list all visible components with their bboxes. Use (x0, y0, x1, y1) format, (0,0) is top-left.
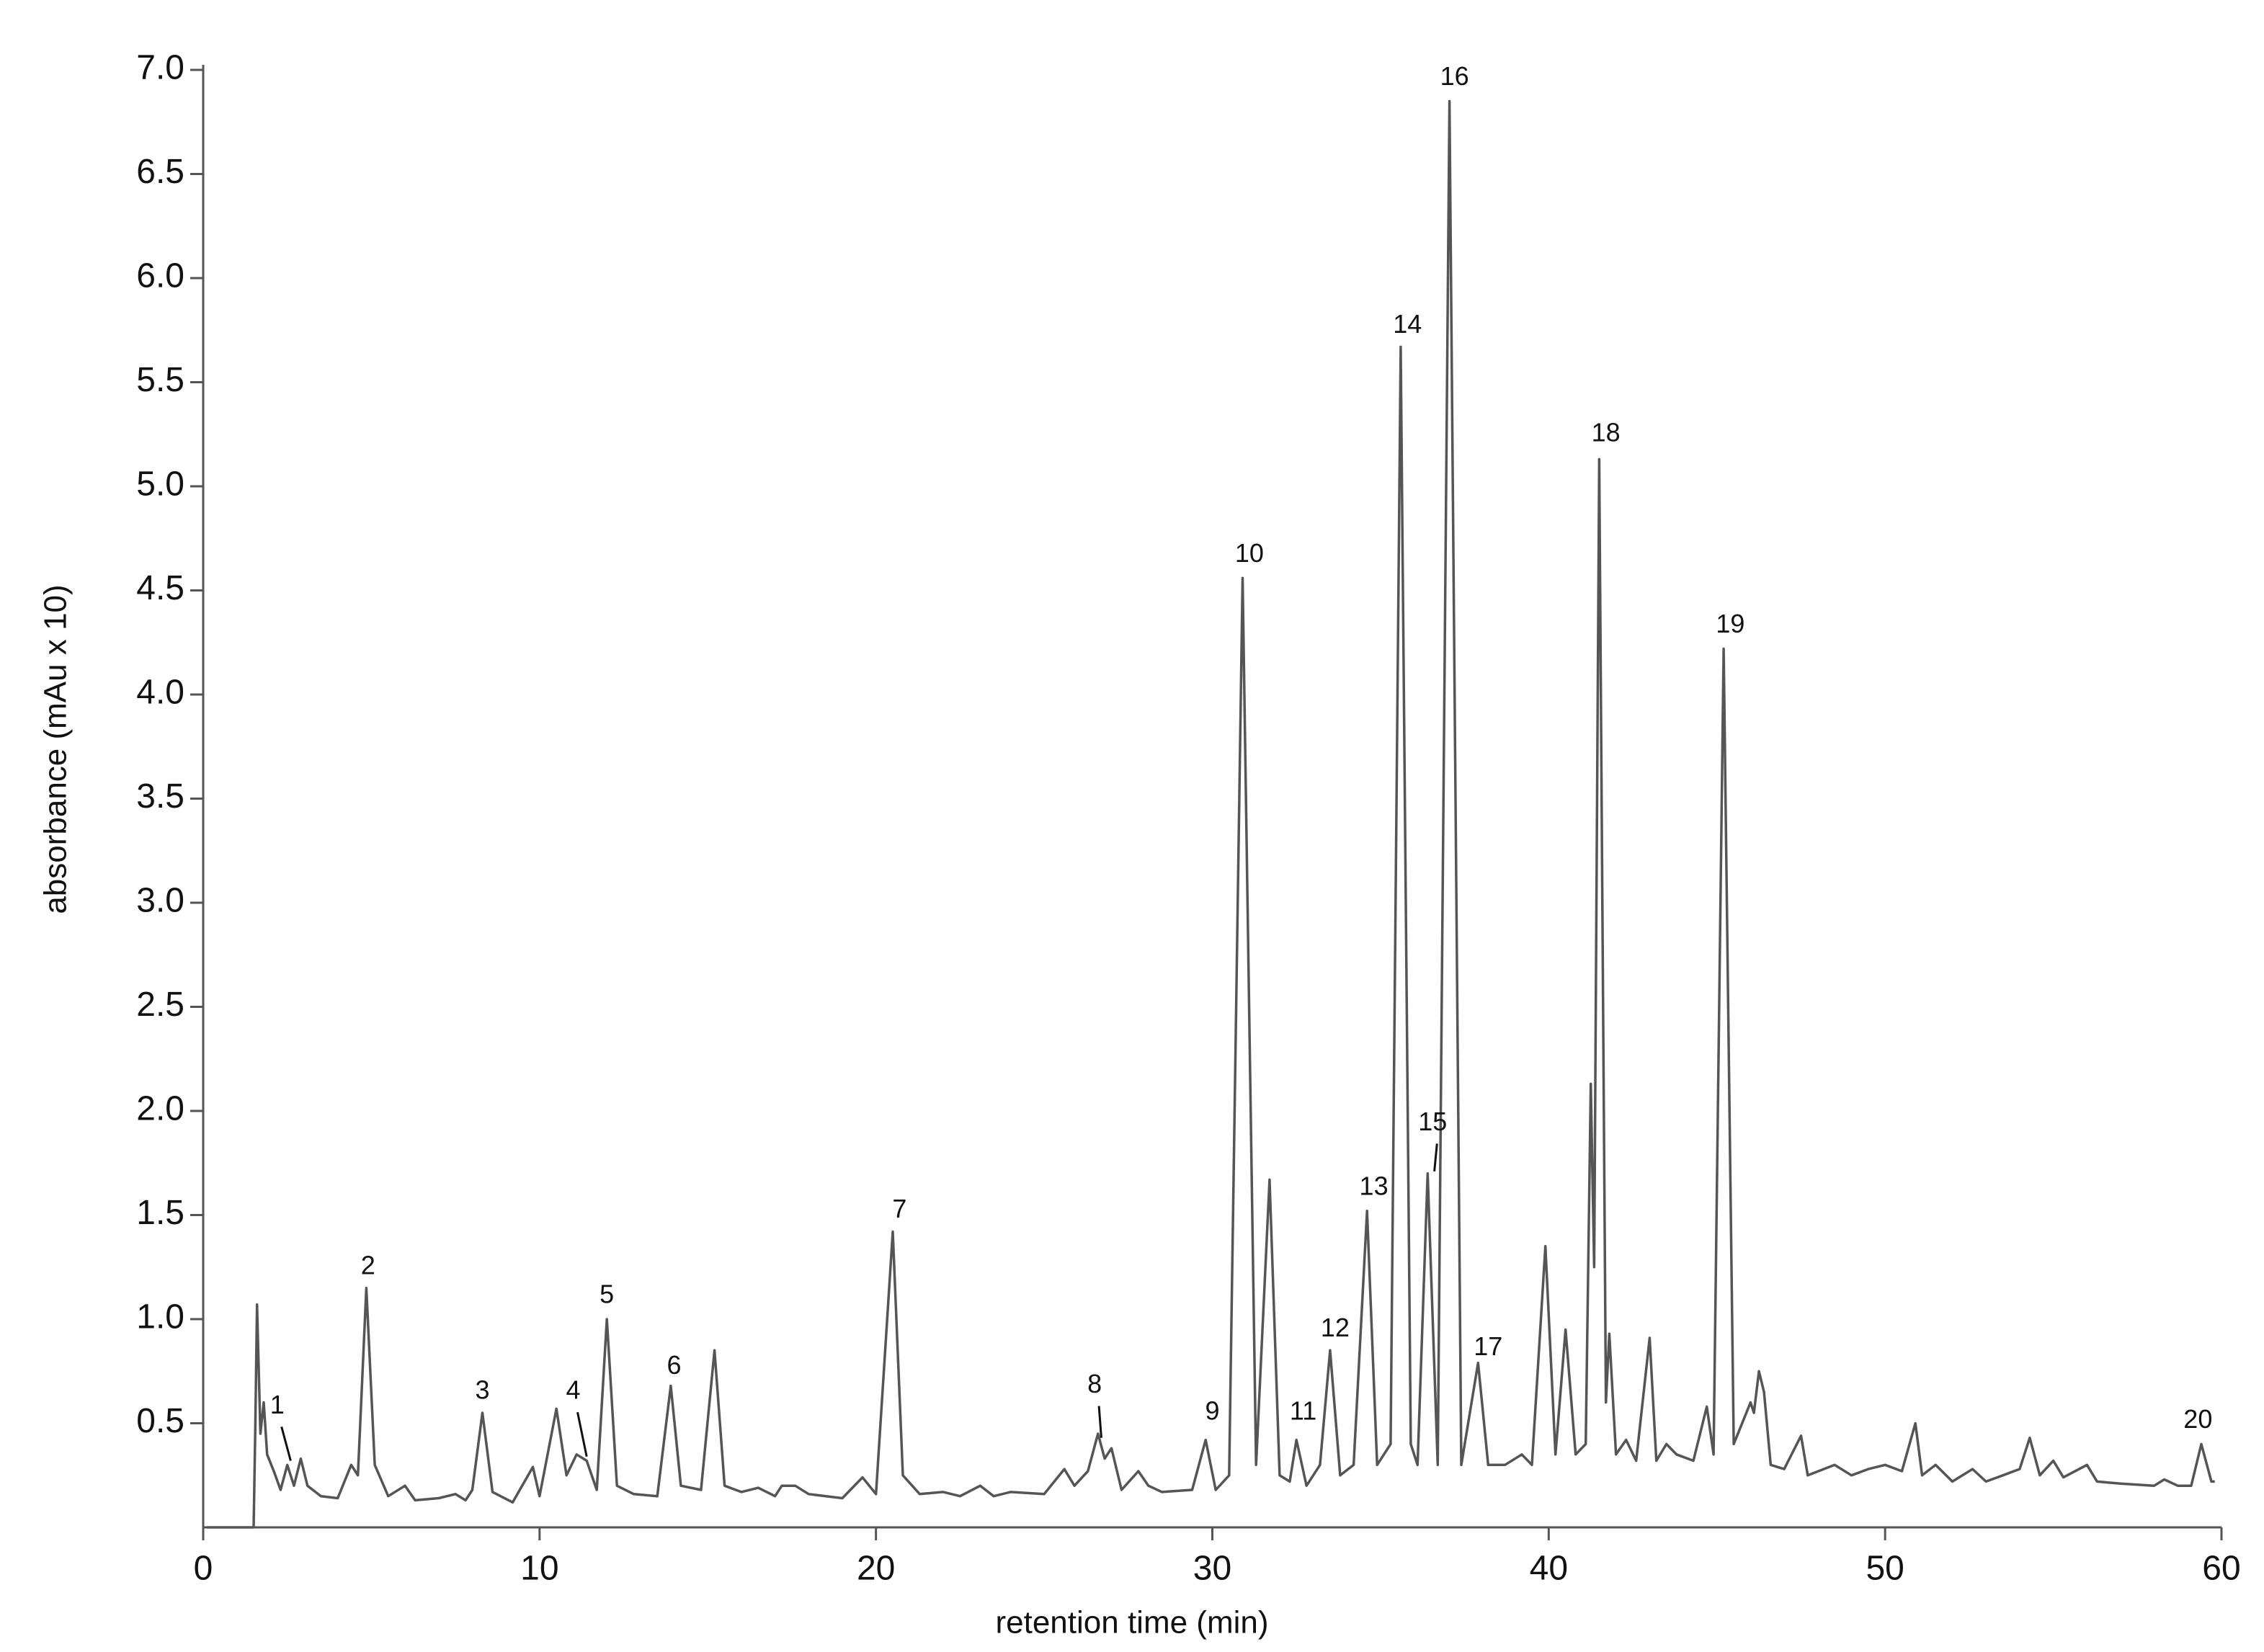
y-tick-label: 5.5 (136, 361, 184, 399)
peak-label: 14 (1393, 309, 1422, 339)
leader-line (576, 1411, 588, 1457)
peak-label: 16 (1440, 61, 1469, 91)
y-tick-label: 4.5 (136, 569, 184, 607)
y-tick-label: 1.5 (136, 1194, 184, 1232)
x-tick-label: 60 (2202, 1550, 2240, 1588)
y-tick-label: 4.0 (136, 674, 184, 712)
x-tick-label: 40 (1530, 1550, 1568, 1588)
y-tick-label: 0.5 (136, 1402, 184, 1440)
x-tick-label: 50 (1866, 1550, 1904, 1588)
y-tick-label: 2.0 (136, 1090, 184, 1128)
peak-label: 19 (1716, 609, 1744, 638)
peak-label: 2 (361, 1250, 375, 1280)
peak-label: 4 (566, 1375, 581, 1405)
x-tick-label: 30 (1193, 1550, 1231, 1588)
peak-label: 8 (1087, 1369, 1102, 1398)
x-axis-title: retention time (min) (995, 1605, 1268, 1640)
y-tick-label: 2.5 (136, 986, 184, 1024)
y-tick-label: 3.5 (136, 777, 184, 816)
trace (206, 99, 2215, 1529)
y-axis-title: absorbance (mAu x 10) (38, 584, 73, 914)
x-tick-label: 10 (520, 1550, 558, 1588)
peak-label: 10 (1235, 538, 1264, 568)
peak-label: 7 (892, 1194, 906, 1223)
peak-label: 15 (1418, 1107, 1447, 1136)
y-tick-label: 7.0 (136, 49, 184, 87)
peak-label: 11 (1290, 1396, 1316, 1426)
leader-line (280, 1426, 292, 1461)
y-tick-label: 1.0 (136, 1298, 184, 1336)
peak-label: 6 (667, 1350, 682, 1380)
peak-label: 18 (1592, 417, 1621, 447)
peak-label: 17 (1474, 1331, 1502, 1361)
peak-label: 1 (270, 1390, 285, 1419)
x-tick-label: 0 (194, 1550, 213, 1588)
y-tick-label: 3.0 (136, 882, 184, 920)
leader-line (1097, 1406, 1102, 1438)
peak-label: 3 (475, 1375, 489, 1405)
leader-line (1433, 1143, 1438, 1171)
y-tick-label: 6.0 (136, 257, 184, 295)
peak-label: 9 (1205, 1396, 1219, 1426)
y-tick-label: 5.0 (136, 465, 184, 504)
peak-label: 5 (600, 1280, 614, 1309)
x-tick-label: 20 (857, 1550, 895, 1588)
y-tick-label: 6.5 (136, 153, 184, 191)
peak-label: 12 (1321, 1313, 1350, 1342)
peak-label: 13 (1360, 1171, 1389, 1200)
peak-label: 20 (2183, 1404, 2212, 1434)
